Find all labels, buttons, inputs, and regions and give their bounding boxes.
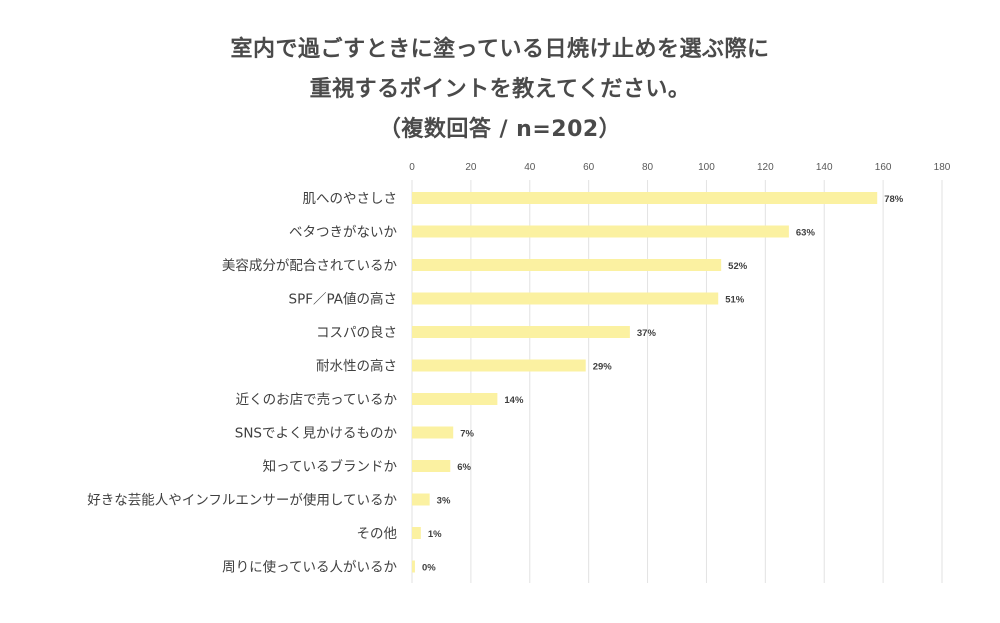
chart-title-line-2: 重視するポイントを教えてください。 <box>309 77 691 102</box>
x-tick-label-40: 40 <box>524 162 536 173</box>
data-label-9: 3% <box>437 496 451 507</box>
x-tick-label-120: 120 <box>757 162 774 173</box>
bar-2 <box>412 259 722 271</box>
data-label-0: 78% <box>884 194 904 205</box>
category-label-0: 肌へのやさしさ <box>303 191 398 207</box>
x-tick-label-0: 0 <box>409 162 415 173</box>
data-label-5: 29% <box>593 362 613 373</box>
data-label-1: 63% <box>796 228 816 239</box>
bar-1 <box>412 225 789 238</box>
bar-10 <box>412 527 421 539</box>
x-tick-label-160: 160 <box>875 162 892 173</box>
category-label-7: SNSでよく見かけるものか <box>235 426 398 442</box>
category-label-10: その他 <box>357 526 398 542</box>
category-label-2: 美容成分が配合されているか <box>222 257 398 274</box>
chart-title: 室内で過ごすときに塗っている日焼け止めを選ぶ際に 重視するポイントを教えてくださ… <box>0 30 1000 150</box>
x-tick-label-100: 100 <box>698 162 715 173</box>
x-tick-label-80: 80 <box>642 162 654 173</box>
data-label-4: 37% <box>637 328 657 339</box>
data-label-8: 6% <box>457 462 471 473</box>
data-label-2: 52% <box>728 261 748 272</box>
category-label-4: コスパの良さ <box>316 325 397 341</box>
data-label-7: 7% <box>460 429 474 440</box>
category-label-3: SPF／PA値の高さ <box>289 291 398 308</box>
bar-6 <box>412 393 498 405</box>
category-label-6: 近くのお店で売っているか <box>236 392 398 408</box>
x-tick-label-60: 60 <box>583 162 595 173</box>
data-label-6: 14% <box>504 395 524 406</box>
bar-3 <box>412 292 719 305</box>
bar-7 <box>412 426 454 439</box>
category-label-1: ベタつきがないか <box>289 225 397 241</box>
chart-subtitle: （複数回答 / n=202） <box>378 117 622 142</box>
x-tick-label-140: 140 <box>816 162 833 173</box>
data-label-3: 51% <box>725 295 745 306</box>
bar-0 <box>412 192 878 204</box>
category-label-5: 耐水性の高さ <box>316 358 397 375</box>
category-label-8: 知っているブランドか <box>263 458 398 475</box>
data-label-11: 0% <box>422 563 436 574</box>
bar-11 <box>412 560 415 573</box>
x-tick-label-20: 20 <box>465 162 477 173</box>
category-label-11: 周りに使っている人がいるか <box>222 559 397 576</box>
x-tick-label-180: 180 <box>934 162 951 173</box>
bar-8 <box>412 460 451 472</box>
bar-4 <box>412 326 630 338</box>
bar-5 <box>412 359 586 372</box>
data-label-10: 1% <box>428 529 442 540</box>
chart-title-line-1: 室内で過ごすときに塗っている日焼け止めを選ぶ際に <box>230 37 770 62</box>
bar-9 <box>412 493 430 506</box>
category-label-9: 好きな芸能人やインフルエンサーが使用しているか <box>87 492 397 509</box>
